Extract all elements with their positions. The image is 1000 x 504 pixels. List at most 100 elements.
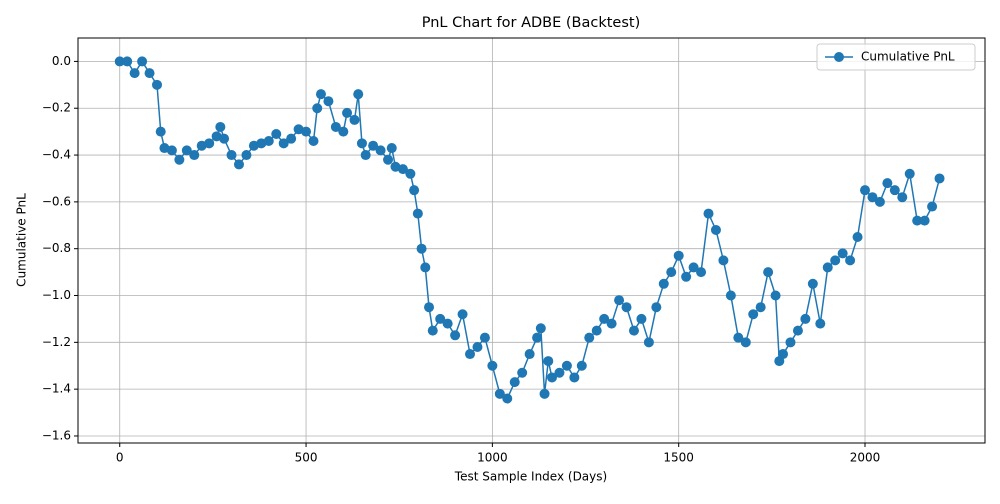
y-tick-label: −1.6 <box>42 428 71 442</box>
point <box>934 173 945 184</box>
y-tick-label: −0.2 <box>42 101 71 115</box>
point <box>889 185 900 196</box>
point <box>628 325 639 336</box>
point <box>442 318 453 329</box>
point <box>330 121 341 132</box>
point <box>181 145 192 156</box>
y-tick-label: 0.0 <box>52 54 71 68</box>
point <box>591 325 602 336</box>
point <box>543 356 554 367</box>
point <box>144 68 155 79</box>
point <box>852 231 863 242</box>
point <box>584 332 595 343</box>
legend-label: Cumulative PnL <box>861 50 955 64</box>
point <box>137 56 148 67</box>
point <box>636 313 647 324</box>
point <box>129 68 140 79</box>
point <box>740 337 751 348</box>
y-tick-label: −0.6 <box>42 194 71 208</box>
point <box>606 318 617 329</box>
point <box>479 332 490 343</box>
point <box>681 271 692 282</box>
point <box>315 89 326 100</box>
point <box>807 278 818 289</box>
x-tick-label: 2000 <box>850 451 881 465</box>
point <box>412 208 423 219</box>
point <box>561 360 572 371</box>
point <box>487 360 498 371</box>
point <box>338 126 349 137</box>
point <box>375 145 386 156</box>
point <box>409 185 420 196</box>
y-tick-label: −1.0 <box>42 288 71 302</box>
point <box>532 332 543 343</box>
point <box>703 208 714 219</box>
point <box>263 136 274 147</box>
point <box>763 267 774 278</box>
point <box>845 255 856 266</box>
point <box>778 349 789 360</box>
point <box>725 290 736 301</box>
x-axis-label: Test Sample Index (Days) <box>454 470 607 484</box>
point <box>509 377 520 388</box>
point <box>837 248 848 259</box>
point <box>830 255 841 266</box>
point <box>360 150 371 161</box>
point <box>576 360 587 371</box>
point <box>666 267 677 278</box>
point <box>535 323 546 334</box>
point <box>867 192 878 203</box>
point <box>517 367 528 378</box>
y-tick-label: −1.2 <box>42 335 71 349</box>
point <box>919 215 930 226</box>
legend-marker <box>834 52 844 62</box>
point <box>308 136 319 147</box>
point <box>189 150 200 161</box>
point <box>688 262 699 273</box>
point <box>383 154 394 165</box>
point <box>349 114 360 125</box>
point <box>554 367 565 378</box>
point <box>882 178 893 189</box>
point <box>424 302 435 313</box>
x-tick-label: 0 <box>116 451 124 465</box>
x-tick-label: 500 <box>295 451 318 465</box>
point <box>368 140 379 151</box>
point <box>122 56 133 67</box>
point <box>494 388 505 399</box>
point <box>770 290 781 301</box>
point <box>874 196 885 207</box>
plot-frame <box>77 37 986 444</box>
point <box>457 309 468 320</box>
point <box>342 107 353 118</box>
point <box>174 154 185 165</box>
point <box>397 164 408 175</box>
point <box>539 388 550 399</box>
point <box>450 330 461 341</box>
point <box>301 126 312 137</box>
x-tick-label: 1500 <box>663 451 694 465</box>
point <box>435 313 446 324</box>
point <box>718 255 729 266</box>
point <box>502 393 513 404</box>
chart-title: PnL Chart for ADBE (Backtest) <box>422 15 641 31</box>
point <box>323 96 334 107</box>
point <box>651 302 662 313</box>
point <box>904 168 915 179</box>
point <box>673 250 684 261</box>
point <box>114 56 125 67</box>
point <box>912 215 923 226</box>
point <box>927 201 938 212</box>
point <box>151 79 162 90</box>
point <box>353 89 364 100</box>
point <box>427 325 438 336</box>
point <box>792 325 803 336</box>
series-line <box>119 60 941 400</box>
legend-box <box>816 43 976 71</box>
point <box>226 150 237 161</box>
point <box>748 309 759 320</box>
point <box>621 302 632 313</box>
point <box>643 337 654 348</box>
point <box>312 103 323 114</box>
